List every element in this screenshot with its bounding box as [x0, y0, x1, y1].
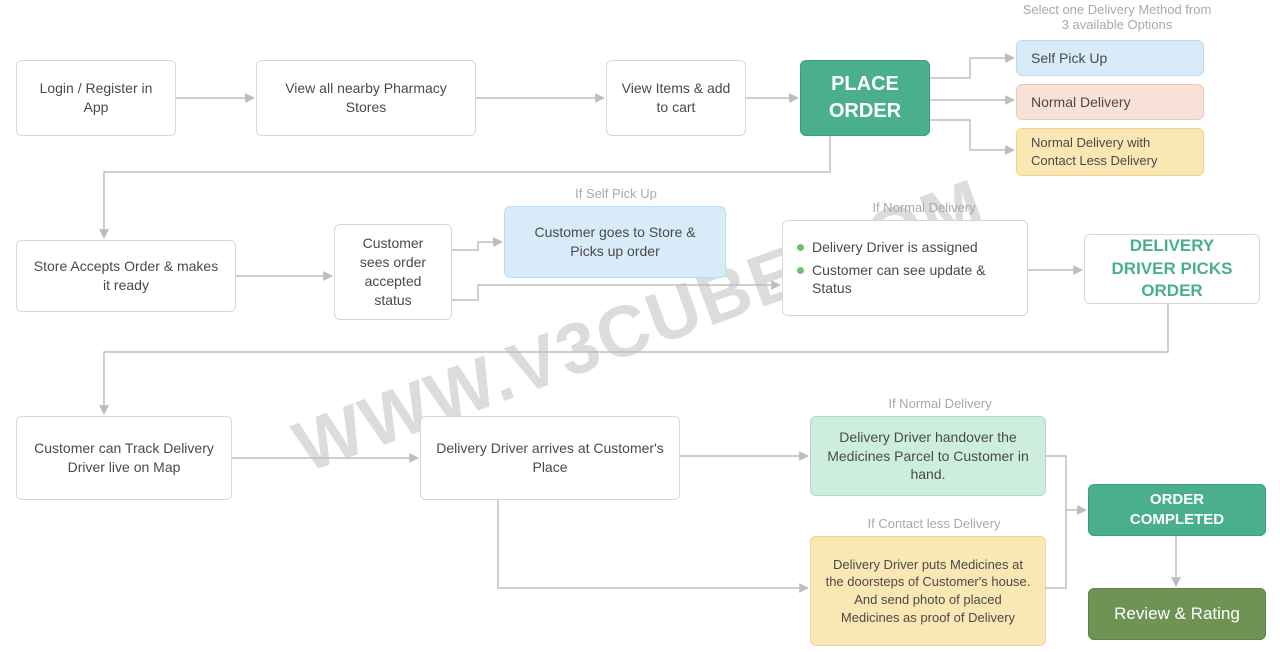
node-view-stores: View all nearby Pharmacy Stores: [256, 60, 476, 136]
option-normal-delivery: Normal Delivery: [1016, 84, 1204, 120]
node-text: View all nearby Pharmacy Stores: [271, 79, 461, 117]
node-text: Customer can Track Delivery Driver live …: [31, 439, 217, 477]
node-store-accepts: Store Accepts Order & makes it ready: [16, 240, 236, 312]
label-if-self-pickup: If Self Pick Up: [566, 186, 666, 201]
node-text: Delivery Driver arrives at Customer's Pl…: [435, 439, 665, 477]
node-view-items: View Items & add to cart: [606, 60, 746, 136]
node-text: View Items & add to cart: [621, 79, 731, 117]
bullet-item: Customer can see update & Status: [797, 261, 1013, 299]
node-text: Delivery Driver handover the Medicines P…: [825, 428, 1031, 485]
node-driver-arrives: Delivery Driver arrives at Customer's Pl…: [420, 416, 680, 500]
bullet-item: Delivery Driver is assigned: [797, 238, 1013, 257]
node-handover: Delivery Driver handover the Medicines P…: [810, 416, 1046, 496]
bullet-dot-icon: [797, 244, 804, 251]
node-customer-sees-status: Customer sees order accepted status: [334, 224, 452, 320]
node-customer-pickup: Customer goes to Store & Picks up order: [504, 206, 726, 278]
node-review-rating: Review & Rating: [1088, 588, 1266, 640]
bullet-text: Customer can see update & Status: [812, 261, 1013, 299]
node-text: Store Accepts Order & makes it ready: [31, 257, 221, 295]
node-text: ORDER COMPLETED: [1103, 490, 1251, 531]
bullet-dot-icon: [797, 267, 804, 274]
node-text: PLACE ORDER: [815, 71, 915, 125]
bullet-text: Delivery Driver is assigned: [812, 238, 978, 257]
node-text: DELIVERY DRIVER PICKS ORDER: [1099, 235, 1245, 304]
label-select-method: Select one Delivery Method from 3 availa…: [1022, 2, 1212, 32]
node-text: Customer sees order accepted status: [349, 234, 437, 310]
node-text: Customer goes to Store & Picks up order: [519, 223, 711, 261]
label-if-normal-delivery-2: If Normal Delivery: [870, 396, 1010, 411]
label-if-normal-delivery-1: If Normal Delivery: [854, 200, 994, 215]
label-if-contactless: If Contact less Delivery: [854, 516, 1014, 531]
node-text: Review & Rating: [1114, 603, 1240, 626]
node-text: Normal Delivery with Contact Less Delive…: [1031, 134, 1189, 169]
node-normal-delivery-details: Delivery Driver is assigned Customer can…: [782, 220, 1028, 316]
node-text: Self Pick Up: [1031, 49, 1107, 68]
option-self-pickup: Self Pick Up: [1016, 40, 1204, 76]
node-driver-picks-order: DELIVERY DRIVER PICKS ORDER: [1084, 234, 1260, 304]
node-text: Delivery Driver puts Medicines at the do…: [825, 556, 1031, 626]
node-track-driver: Customer can Track Delivery Driver live …: [16, 416, 232, 500]
node-login: Login / Register in App: [16, 60, 176, 136]
node-order-completed: ORDER COMPLETED: [1088, 484, 1266, 536]
option-contactless: Normal Delivery with Contact Less Delive…: [1016, 128, 1204, 176]
node-contactless-delivery: Delivery Driver puts Medicines at the do…: [810, 536, 1046, 646]
node-place-order: PLACE ORDER: [800, 60, 930, 136]
bullet-list: Delivery Driver is assigned Customer can…: [797, 234, 1013, 303]
node-text: Login / Register in App: [31, 79, 161, 117]
node-text: Normal Delivery: [1031, 93, 1131, 112]
